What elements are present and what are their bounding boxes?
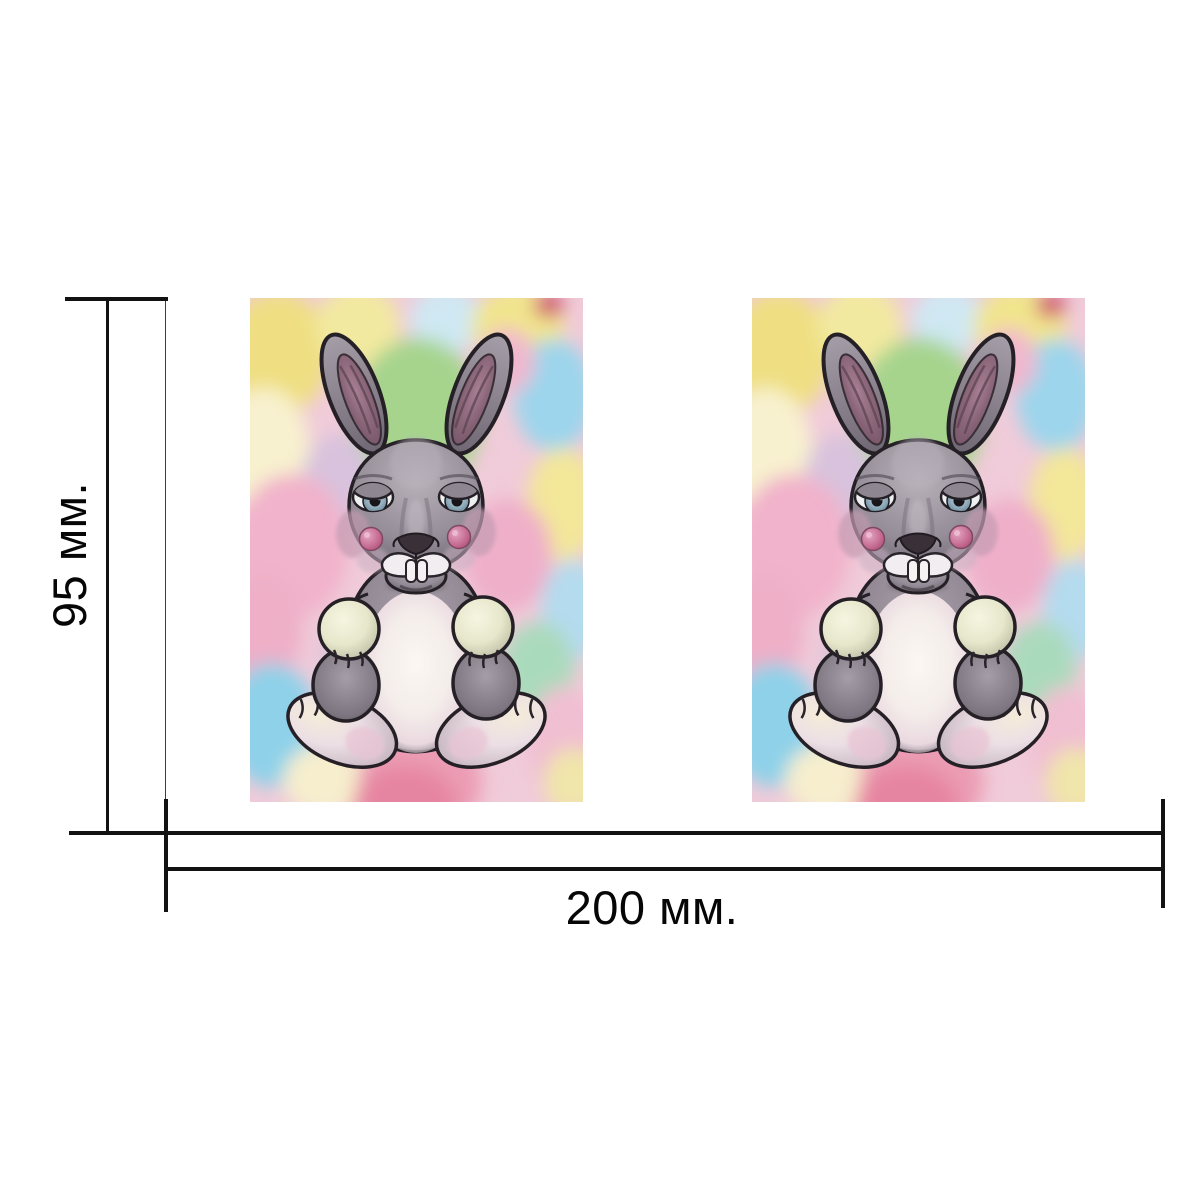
bunny-print-right <box>752 298 1085 802</box>
height-dimension-label: 95 мм. <box>43 481 96 629</box>
bunny-artwork <box>752 298 1085 802</box>
width-dimension-right-tick <box>1161 799 1165 908</box>
left-extension-line <box>165 301 166 832</box>
baseline-line <box>69 831 1165 835</box>
width-dimension-left-tick <box>164 799 168 912</box>
width-dimension-label: 200 мм. <box>565 881 739 934</box>
bunny-print-left <box>250 298 583 802</box>
height-dimension-line <box>106 298 109 833</box>
bunny-artwork <box>250 298 583 802</box>
width-dimension-line <box>164 867 1165 871</box>
height-dimension-top-cap <box>65 297 168 301</box>
